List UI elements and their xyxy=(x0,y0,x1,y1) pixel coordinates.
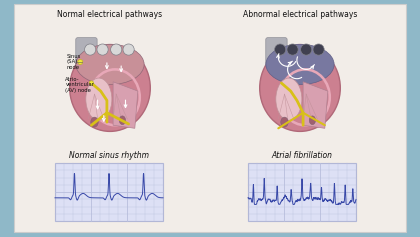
Circle shape xyxy=(84,44,96,55)
Circle shape xyxy=(97,44,108,55)
Ellipse shape xyxy=(309,116,315,125)
FancyBboxPatch shape xyxy=(76,38,97,66)
FancyBboxPatch shape xyxy=(248,163,356,221)
Circle shape xyxy=(275,44,286,55)
Ellipse shape xyxy=(281,117,288,127)
Ellipse shape xyxy=(266,44,334,85)
Ellipse shape xyxy=(76,44,144,85)
Circle shape xyxy=(287,44,298,55)
Text: Sinus
(SA)
node: Sinus (SA) node xyxy=(67,54,81,70)
Circle shape xyxy=(78,59,83,64)
Text: Normal electrical pathways: Normal electrical pathways xyxy=(58,10,163,19)
Text: Atrio-
ventricular
(AV) node: Atrio- ventricular (AV) node xyxy=(66,77,94,93)
FancyBboxPatch shape xyxy=(266,38,287,66)
FancyBboxPatch shape xyxy=(55,163,163,221)
Circle shape xyxy=(110,44,122,55)
Polygon shape xyxy=(113,82,138,128)
FancyBboxPatch shape xyxy=(14,4,406,232)
Ellipse shape xyxy=(86,78,112,120)
Text: Normal sinus rhythm: Normal sinus rhythm xyxy=(69,151,149,160)
Ellipse shape xyxy=(276,78,302,120)
Circle shape xyxy=(313,44,324,55)
Text: Abnormal electrical pathways: Abnormal electrical pathways xyxy=(243,10,357,19)
Polygon shape xyxy=(303,82,328,128)
Circle shape xyxy=(301,44,312,55)
Circle shape xyxy=(89,81,94,85)
Ellipse shape xyxy=(119,116,126,125)
Ellipse shape xyxy=(91,117,98,127)
Circle shape xyxy=(123,44,134,55)
Ellipse shape xyxy=(260,45,340,131)
Text: Atrial fibrillation: Atrial fibrillation xyxy=(271,151,333,160)
Ellipse shape xyxy=(70,45,150,131)
